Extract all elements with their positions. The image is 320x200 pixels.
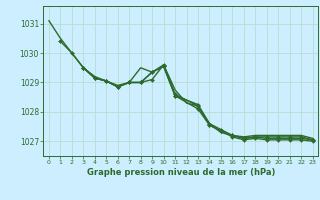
- X-axis label: Graphe pression niveau de la mer (hPa): Graphe pression niveau de la mer (hPa): [87, 168, 275, 177]
